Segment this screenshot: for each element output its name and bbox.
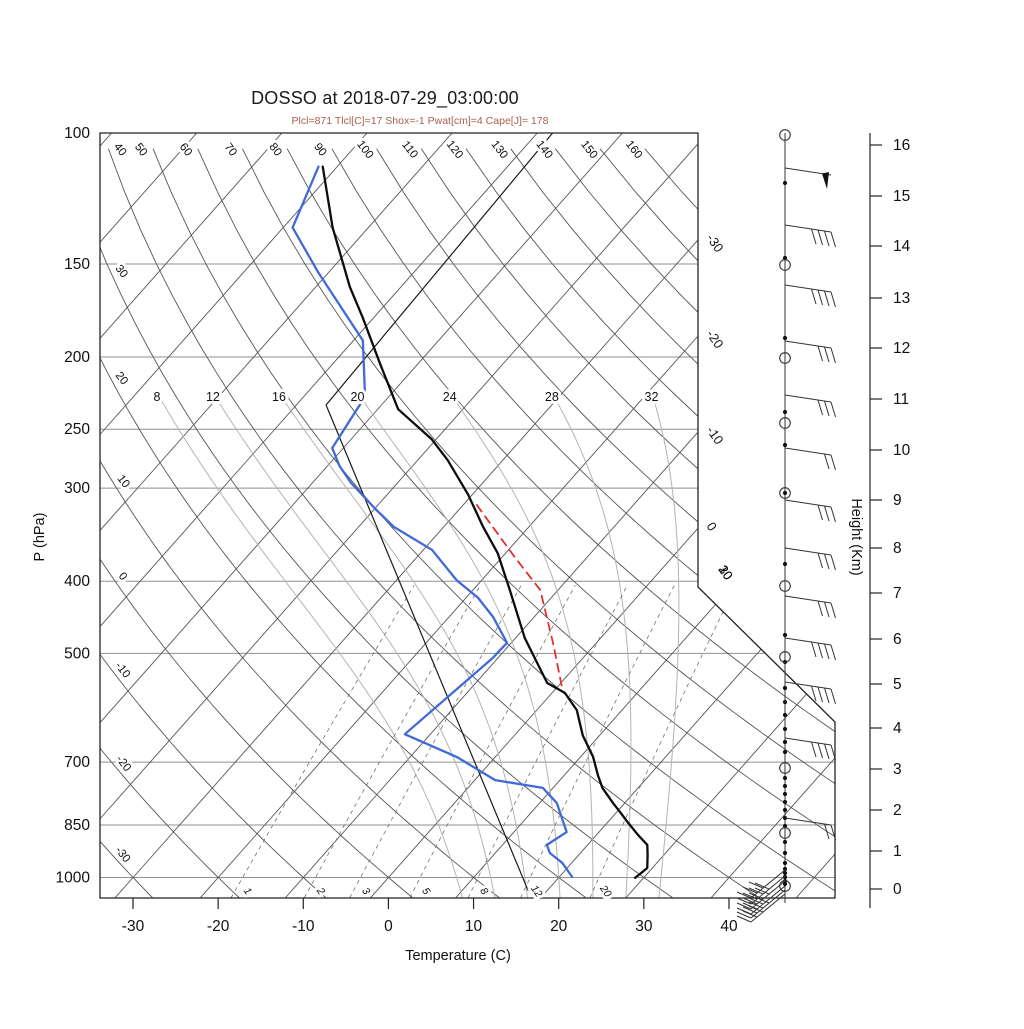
svg-text:-10: -10 — [704, 423, 727, 447]
svg-text:3: 3 — [893, 761, 902, 778]
svg-text:4: 4 — [893, 720, 902, 737]
svg-text:130: 130 — [489, 139, 510, 162]
background-grid — [100, 133, 835, 898]
svg-text:2: 2 — [893, 802, 902, 819]
svg-text:-20: -20 — [207, 918, 230, 935]
svg-text:140: 140 — [533, 139, 554, 162]
svg-text:150: 150 — [64, 256, 90, 273]
svg-text:30: 30 — [112, 263, 129, 280]
svg-text:500: 500 — [64, 645, 90, 662]
svg-text:50: 50 — [132, 141, 149, 158]
plot-border — [99, 132, 836, 899]
svg-text:8: 8 — [477, 885, 490, 897]
svg-text:12: 12 — [893, 340, 910, 357]
svg-text:850: 850 — [64, 817, 90, 834]
sounding-curves — [291, 133, 649, 891]
svg-text:1: 1 — [893, 843, 902, 860]
svg-text:70: 70 — [222, 141, 239, 158]
svg-text:250: 250 — [64, 421, 90, 438]
dewpoint-curve — [291, 165, 574, 879]
standard-atmosphere-line — [325, 133, 554, 891]
svg-text:12: 12 — [206, 390, 220, 404]
svg-text:16: 16 — [893, 137, 910, 154]
svg-text:15: 15 — [893, 188, 910, 205]
chart-title: DOSSO at 2018-07-29_03:00:00 — [251, 88, 519, 108]
svg-text:400: 400 — [64, 573, 90, 590]
svg-text:7: 7 — [893, 585, 902, 602]
svg-text:12: 12 — [528, 883, 545, 900]
svg-text:80: 80 — [266, 141, 283, 158]
svg-text:-30: -30 — [122, 918, 145, 935]
svg-text:160: 160 — [623, 139, 644, 162]
svg-text:5: 5 — [419, 885, 432, 897]
svg-text:-30: -30 — [113, 845, 133, 865]
svg-text:11: 11 — [893, 391, 909, 408]
height-axis-title: Height (Km) — [848, 498, 864, 575]
svg-text:-30: -30 — [704, 231, 727, 255]
temperature-curve — [321, 165, 649, 879]
svg-text:13: 13 — [893, 290, 910, 307]
svg-text:10: 10 — [465, 918, 483, 935]
svg-text:0: 0 — [704, 519, 720, 534]
svg-text:700: 700 — [64, 754, 90, 771]
svg-text:8: 8 — [893, 540, 902, 557]
svg-text:24: 24 — [443, 390, 457, 404]
svg-text:-20: -20 — [113, 754, 133, 774]
svg-text:150: 150 — [578, 139, 599, 162]
svg-text:100: 100 — [354, 139, 375, 162]
svg-text:10: 10 — [893, 442, 911, 459]
svg-text:28: 28 — [545, 390, 559, 404]
svg-text:90: 90 — [311, 141, 328, 158]
svg-text:1000: 1000 — [56, 870, 91, 887]
svg-text:0: 0 — [893, 881, 902, 898]
svg-text:110: 110 — [399, 139, 420, 161]
svg-text:-20: -20 — [704, 327, 727, 351]
svg-text:40: 40 — [111, 141, 128, 158]
y-axis-title: P (hPa) — [32, 513, 48, 562]
svg-text:300: 300 — [64, 480, 90, 497]
svg-text:0: 0 — [384, 918, 393, 935]
svg-text:2: 2 — [313, 885, 327, 898]
svg-text:-10: -10 — [292, 918, 315, 935]
svg-text:30: 30 — [635, 918, 653, 935]
parcel-path-curve — [475, 504, 564, 692]
svg-text:8: 8 — [153, 390, 160, 404]
svg-text:32: 32 — [645, 390, 659, 404]
x-axis-title: Temperature (C) — [405, 948, 511, 964]
svg-text:40: 40 — [720, 918, 738, 935]
svg-text:5: 5 — [893, 676, 902, 693]
svg-text:20: 20 — [715, 562, 736, 582]
svg-text:20: 20 — [597, 882, 614, 899]
svg-text:9: 9 — [893, 492, 902, 509]
svg-text:1: 1 — [241, 885, 254, 897]
svg-text:14: 14 — [893, 238, 911, 255]
svg-text:6: 6 — [893, 631, 902, 648]
svg-text:30: 30 — [715, 562, 736, 582]
svg-text:16: 16 — [272, 390, 286, 404]
svg-text:-10: -10 — [113, 660, 133, 680]
svg-text:100: 100 — [64, 125, 90, 142]
svg-text:20: 20 — [351, 390, 365, 404]
svg-text:120: 120 — [444, 139, 465, 162]
svg-text:20: 20 — [113, 370, 130, 387]
svg-text:60: 60 — [177, 141, 194, 158]
wind-barb-column — [736, 129, 836, 923]
svg-text:3: 3 — [359, 885, 372, 897]
svg-text:10: 10 — [715, 562, 736, 582]
svg-text:200: 200 — [64, 349, 90, 366]
chart-subtitle: Plcl=871 Tlcl[C]=17 Shox=-1 Pwat[cm]=4 C… — [291, 115, 549, 127]
svg-text:20: 20 — [550, 918, 568, 935]
